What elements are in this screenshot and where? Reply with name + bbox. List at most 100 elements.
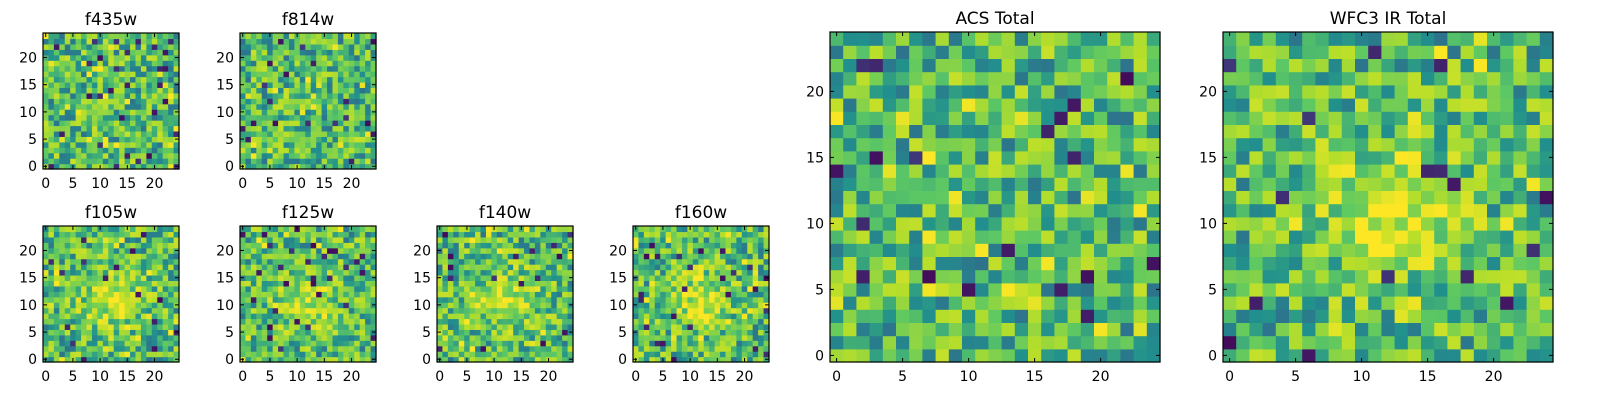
heatmap-cell	[830, 58, 844, 73]
heatmap-cell	[882, 150, 897, 165]
heatmap-cell	[692, 307, 699, 314]
heatmap-cell	[1028, 71, 1042, 86]
heatmap-cell	[162, 313, 169, 320]
heatmap-cell	[1355, 164, 1369, 178]
heatmap-cell	[491, 231, 498, 238]
heatmap-cell	[962, 322, 976, 337]
heatmap-cell	[458, 242, 465, 249]
heatmap-cell	[1302, 216, 1316, 231]
heatmap-cell	[53, 87, 60, 94]
heatmap-cell	[337, 130, 344, 137]
heatmap-cell	[534, 226, 541, 233]
heatmap-cell	[453, 236, 460, 243]
heatmap-cell	[649, 345, 656, 352]
heatmap-cell	[741, 247, 748, 254]
heatmap-cell	[469, 269, 476, 276]
heatmap-cell	[146, 329, 153, 336]
heatmap-cell	[442, 285, 449, 292]
heatmap-cell	[709, 351, 716, 358]
heatmap-cell	[86, 38, 93, 45]
heatmap-cell	[453, 264, 460, 271]
heatmap-cell	[140, 231, 147, 238]
heatmap-cell	[348, 307, 355, 314]
heatmap-cell	[518, 345, 525, 352]
heatmap-cell	[130, 60, 137, 67]
heatmap-cell	[502, 280, 509, 287]
heatmap-cell	[1001, 71, 1016, 86]
heatmap-cell	[151, 158, 158, 165]
heatmap-cell	[518, 318, 525, 325]
heatmap-cell	[491, 340, 498, 347]
heatmap-cell	[305, 81, 312, 88]
heatmap-cell	[310, 87, 317, 94]
heatmap-cell	[496, 351, 503, 358]
heatmap-cell	[316, 307, 323, 314]
heatmap-cell	[698, 318, 705, 325]
heatmap-cell	[935, 98, 950, 112]
heatmap-cell	[81, 318, 88, 325]
heatmap-cell	[660, 351, 667, 358]
heatmap-cell	[725, 296, 732, 303]
heatmap-cell	[703, 253, 710, 260]
heatmap-cell	[562, 313, 569, 320]
heatmap-cell	[256, 38, 263, 45]
heatmap-cell	[140, 152, 147, 159]
heatmap-cell	[48, 329, 55, 336]
heatmap-cell	[102, 125, 109, 132]
heatmap-cell	[1120, 269, 1135, 284]
heatmap-cell	[327, 247, 334, 254]
heatmap-cell	[922, 256, 937, 271]
heatmap-cell	[102, 49, 109, 56]
heatmap-cell	[261, 33, 268, 40]
heatmap-cell	[140, 87, 147, 94]
heatmap-cell	[261, 87, 268, 94]
heatmap-cell	[272, 291, 279, 298]
heatmap-cell	[671, 340, 678, 347]
heatmap-cell	[108, 269, 115, 276]
heatmap-cell	[130, 38, 137, 45]
heatmap-cell	[173, 242, 180, 249]
heatmap-cell	[278, 49, 285, 56]
heatmap-cell	[91, 147, 98, 154]
heatmap-cell	[665, 351, 672, 358]
heatmap-cell	[469, 340, 476, 347]
x-tick-label: 20	[736, 369, 754, 385]
heatmap-cell	[529, 329, 536, 336]
heatmap-cell	[1434, 256, 1448, 271]
heatmap-cell	[562, 264, 569, 271]
heatmap-cell	[458, 351, 465, 358]
heatmap-cell	[843, 256, 857, 271]
heatmap-cell	[102, 226, 109, 233]
heatmap-cell	[173, 340, 180, 347]
heatmap-cell	[288, 264, 295, 271]
heatmap-cell	[1407, 230, 1422, 244]
heatmap-cell	[250, 274, 257, 281]
heatmap-cell	[135, 141, 142, 148]
heatmap-cell	[1120, 84, 1135, 99]
heatmap-cell	[43, 264, 50, 271]
heatmap-cell	[830, 243, 844, 257]
heatmap-cell	[562, 242, 569, 249]
heatmap-cell	[665, 307, 672, 314]
heatmap-cell	[240, 87, 247, 94]
heatmap-cell	[935, 164, 950, 178]
heatmap-cell	[752, 247, 759, 254]
heatmap-cell	[453, 313, 460, 320]
heatmap-cell	[168, 76, 175, 83]
heatmap-cell	[1460, 296, 1475, 310]
heatmap-cell	[146, 136, 153, 143]
heatmap-cell	[975, 230, 989, 244]
heatmap-cell	[261, 340, 268, 347]
heatmap-cell	[278, 109, 285, 116]
heatmap-cell	[1473, 296, 1488, 310]
heatmap-cell	[442, 313, 449, 320]
heatmap-cell	[343, 345, 350, 352]
heatmap-cell	[48, 81, 55, 88]
heatmap-cell	[843, 58, 857, 73]
heatmap-cell	[135, 147, 142, 154]
heatmap-cell	[124, 49, 131, 56]
heatmap-cell	[113, 269, 120, 276]
heatmap-cell	[562, 329, 569, 336]
heatmap-cell	[365, 264, 372, 271]
heatmap-cell	[1434, 177, 1448, 191]
